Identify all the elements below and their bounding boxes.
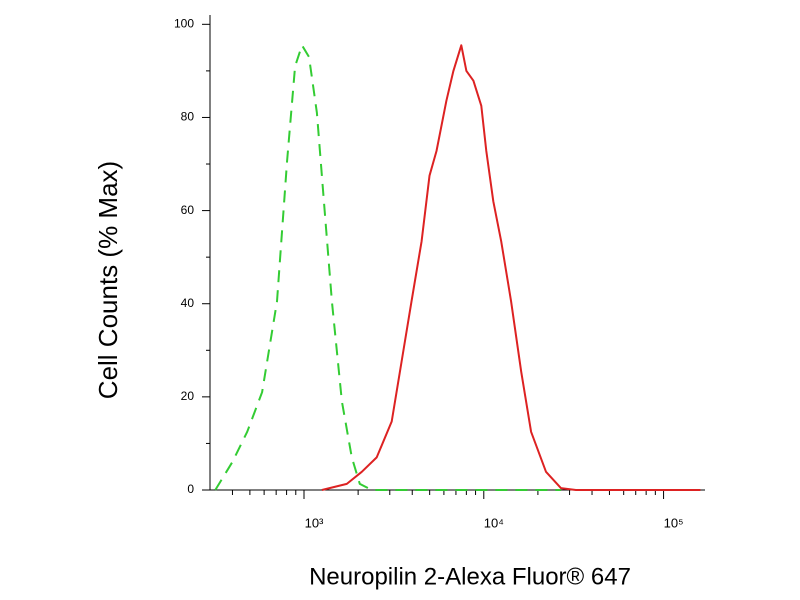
- y-tick-label: 80: [181, 110, 195, 124]
- y-tick-label: 0: [187, 482, 194, 496]
- y-axis-title: Cell Counts (% Max): [93, 161, 123, 399]
- x-tick-label: 10⁵: [664, 515, 684, 530]
- x-tick-label: 10⁴: [484, 515, 504, 530]
- x-axis-title: Neuropilin 2-Alexa Fluor® 647: [309, 563, 631, 590]
- y-tick-label: 20: [181, 389, 195, 403]
- y-tick-label: 100: [174, 16, 194, 30]
- y-tick-label: 60: [181, 203, 195, 217]
- series-line: [214, 44, 561, 491]
- x-tick-label: 10³: [305, 515, 324, 530]
- series-line: [321, 44, 701, 491]
- y-tick-label: 40: [181, 296, 195, 310]
